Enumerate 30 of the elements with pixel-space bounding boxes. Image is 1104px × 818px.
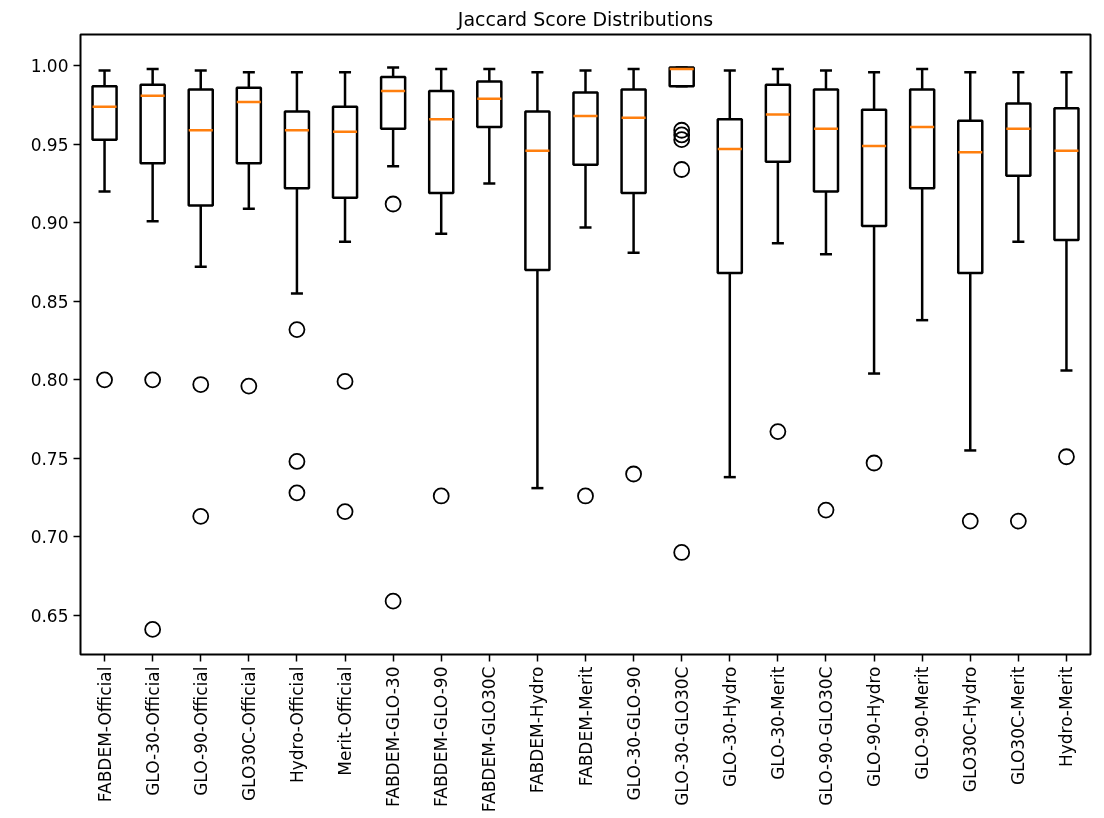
- x-tick-label: FABDEM-GLO-90: [431, 666, 452, 807]
- y-tick-label: 0.80: [30, 370, 69, 391]
- x-tick-label: GLO-90-GLO30C: [815, 666, 836, 806]
- y-tick-label: 0.95: [30, 134, 69, 155]
- x-tick-label: Merit-Official: [335, 666, 356, 776]
- x-tick-label: FABDEM-GLO30C: [479, 666, 500, 813]
- x-tick-label: GLO-30-GLO30C: [671, 666, 692, 806]
- x-tick-label: GLO-30-GLO-90: [623, 666, 644, 801]
- y-tick-label: 0.75: [30, 448, 69, 469]
- x-tick-label: GLO30C-Merit: [1008, 666, 1029, 786]
- x-tick-label: GLO-90-Official: [190, 666, 211, 796]
- y-tick-label: 1.00: [30, 56, 69, 77]
- chart-title: Jaccard Score Distributions: [456, 7, 714, 30]
- x-tick-label: Hydro-Merit: [1056, 666, 1077, 768]
- x-tick-label: GLO-90-Merit: [912, 666, 933, 780]
- x-tick-label: GLO-30-Official: [142, 666, 163, 796]
- y-tick-label: 0.85: [30, 291, 69, 312]
- y-tick-label: 0.70: [30, 527, 69, 548]
- x-tick-label: FABDEM-Merit: [575, 666, 596, 787]
- x-tick-label: FABDEM-Official: [94, 666, 115, 803]
- y-tick-label: 0.90: [30, 213, 69, 234]
- x-tick-label: GLO-90-Hydro: [864, 666, 885, 787]
- x-tick-label: GLO30C-Hydro: [960, 666, 981, 793]
- x-tick-label: GLO-30-Merit: [767, 666, 788, 780]
- x-tick-label: GLO30C-Official: [238, 666, 259, 802]
- x-tick-label: Hydro-Official: [286, 666, 307, 784]
- x-tick-label: FABDEM-Hydro: [527, 666, 548, 794]
- x-tick-label: FABDEM-GLO-30: [383, 666, 404, 807]
- x-tick-label: GLO-30-Hydro: [719, 666, 740, 787]
- y-tick-label: 0.65: [30, 605, 69, 626]
